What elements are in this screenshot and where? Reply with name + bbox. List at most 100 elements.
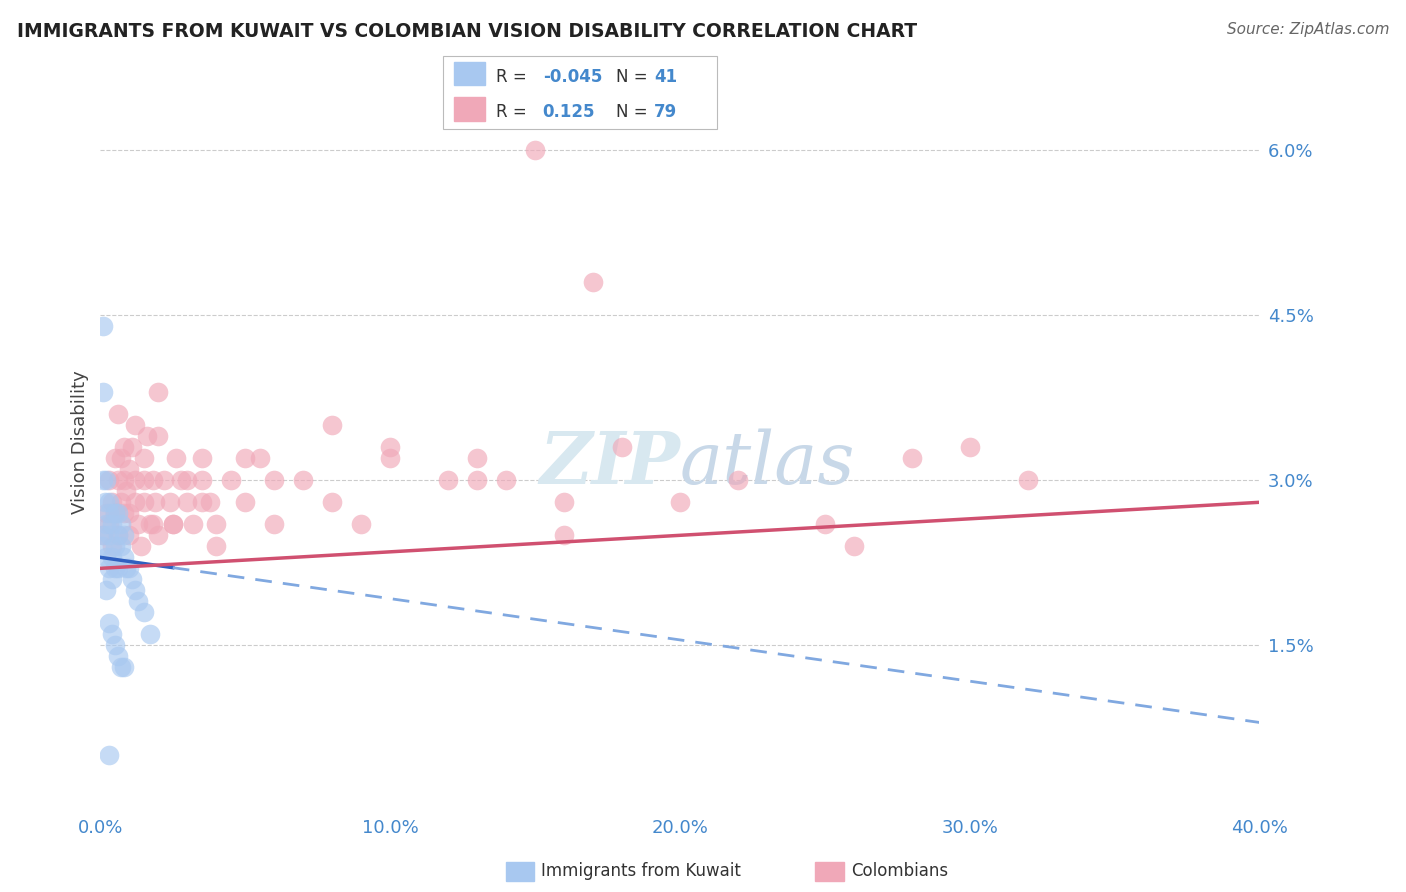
Point [94, 550, 117, 565]
Point [233, 451, 256, 466]
Text: 79: 79 [654, 103, 678, 120]
Point [148, 385, 170, 400]
Point [249, 451, 271, 466]
Point [110, 517, 132, 532]
Point [112, 440, 135, 454]
Point [842, 539, 865, 553]
Point [132, 473, 155, 487]
Text: -0.045: -0.045 [543, 68, 602, 86]
Point [292, 473, 315, 487]
Point [101, 627, 124, 641]
Point [138, 627, 160, 641]
Point [219, 473, 242, 487]
Point [107, 649, 129, 664]
Point [98, 506, 121, 520]
Text: N =: N = [616, 68, 652, 86]
Point [176, 473, 198, 487]
Point [141, 517, 163, 532]
Point [153, 473, 176, 487]
Point [91, 385, 114, 400]
Point [162, 517, 184, 532]
Point [495, 473, 517, 487]
Point [101, 517, 124, 532]
Text: 0.125: 0.125 [543, 103, 595, 120]
Point [104, 451, 127, 466]
Point [181, 517, 204, 532]
Point [553, 528, 575, 542]
Point [101, 539, 124, 553]
Point [91, 528, 114, 542]
Point [104, 539, 127, 553]
Text: ZIP: ZIP [538, 428, 681, 500]
Point [98, 517, 121, 532]
Text: R =: R = [496, 103, 533, 120]
Point [98, 561, 121, 575]
Point [110, 495, 132, 509]
Point [465, 451, 488, 466]
Point [110, 539, 132, 553]
Point [98, 616, 121, 631]
Point [124, 418, 146, 433]
Point [814, 517, 837, 532]
Point [465, 473, 488, 487]
Point [101, 573, 124, 587]
Point [553, 495, 575, 509]
Point [263, 473, 285, 487]
Point [124, 495, 146, 509]
Point [162, 517, 184, 532]
Point [118, 528, 141, 542]
Point [350, 517, 373, 532]
Point [176, 495, 198, 509]
Point [98, 495, 121, 509]
Point [900, 451, 922, 466]
Point [132, 451, 155, 466]
Point [135, 429, 157, 443]
Point [94, 517, 117, 532]
Point [121, 440, 143, 454]
Point [205, 517, 228, 532]
Point [321, 418, 343, 433]
Point [101, 495, 124, 509]
Point [118, 462, 141, 476]
Point [107, 561, 129, 575]
Point [94, 506, 117, 520]
Text: atlas: atlas [681, 429, 855, 500]
Point [107, 473, 129, 487]
Point [148, 528, 170, 542]
Point [263, 517, 285, 532]
Point [145, 495, 167, 509]
Point [669, 495, 692, 509]
Point [191, 473, 214, 487]
Point [107, 407, 129, 421]
Point [141, 473, 163, 487]
Point [148, 429, 170, 443]
Point [233, 495, 256, 509]
Point [107, 528, 129, 542]
Point [959, 440, 981, 454]
Point [112, 550, 135, 565]
Point [118, 506, 141, 520]
Point [115, 484, 138, 499]
Text: IMMIGRANTS FROM KUWAIT VS COLOMBIAN VISION DISABILITY CORRELATION CHART: IMMIGRANTS FROM KUWAIT VS COLOMBIAN VISI… [17, 22, 917, 41]
Point [124, 583, 146, 598]
Text: Source: ZipAtlas.com: Source: ZipAtlas.com [1226, 22, 1389, 37]
Point [104, 561, 127, 575]
Point [112, 528, 135, 542]
Point [121, 573, 143, 587]
Point [91, 528, 114, 542]
Point [104, 506, 127, 520]
Point [524, 143, 547, 157]
Text: R =: R = [496, 68, 533, 86]
Point [90, 539, 112, 553]
Point [165, 451, 187, 466]
Point [127, 594, 149, 608]
Y-axis label: Vision Disability: Vision Disability [72, 370, 89, 514]
Point [107, 506, 129, 520]
Point [378, 440, 401, 454]
Point [101, 550, 124, 565]
Point [378, 451, 401, 466]
Text: Colombians: Colombians [851, 863, 948, 880]
Point [91, 473, 114, 487]
Point [118, 561, 141, 575]
Point [132, 606, 155, 620]
